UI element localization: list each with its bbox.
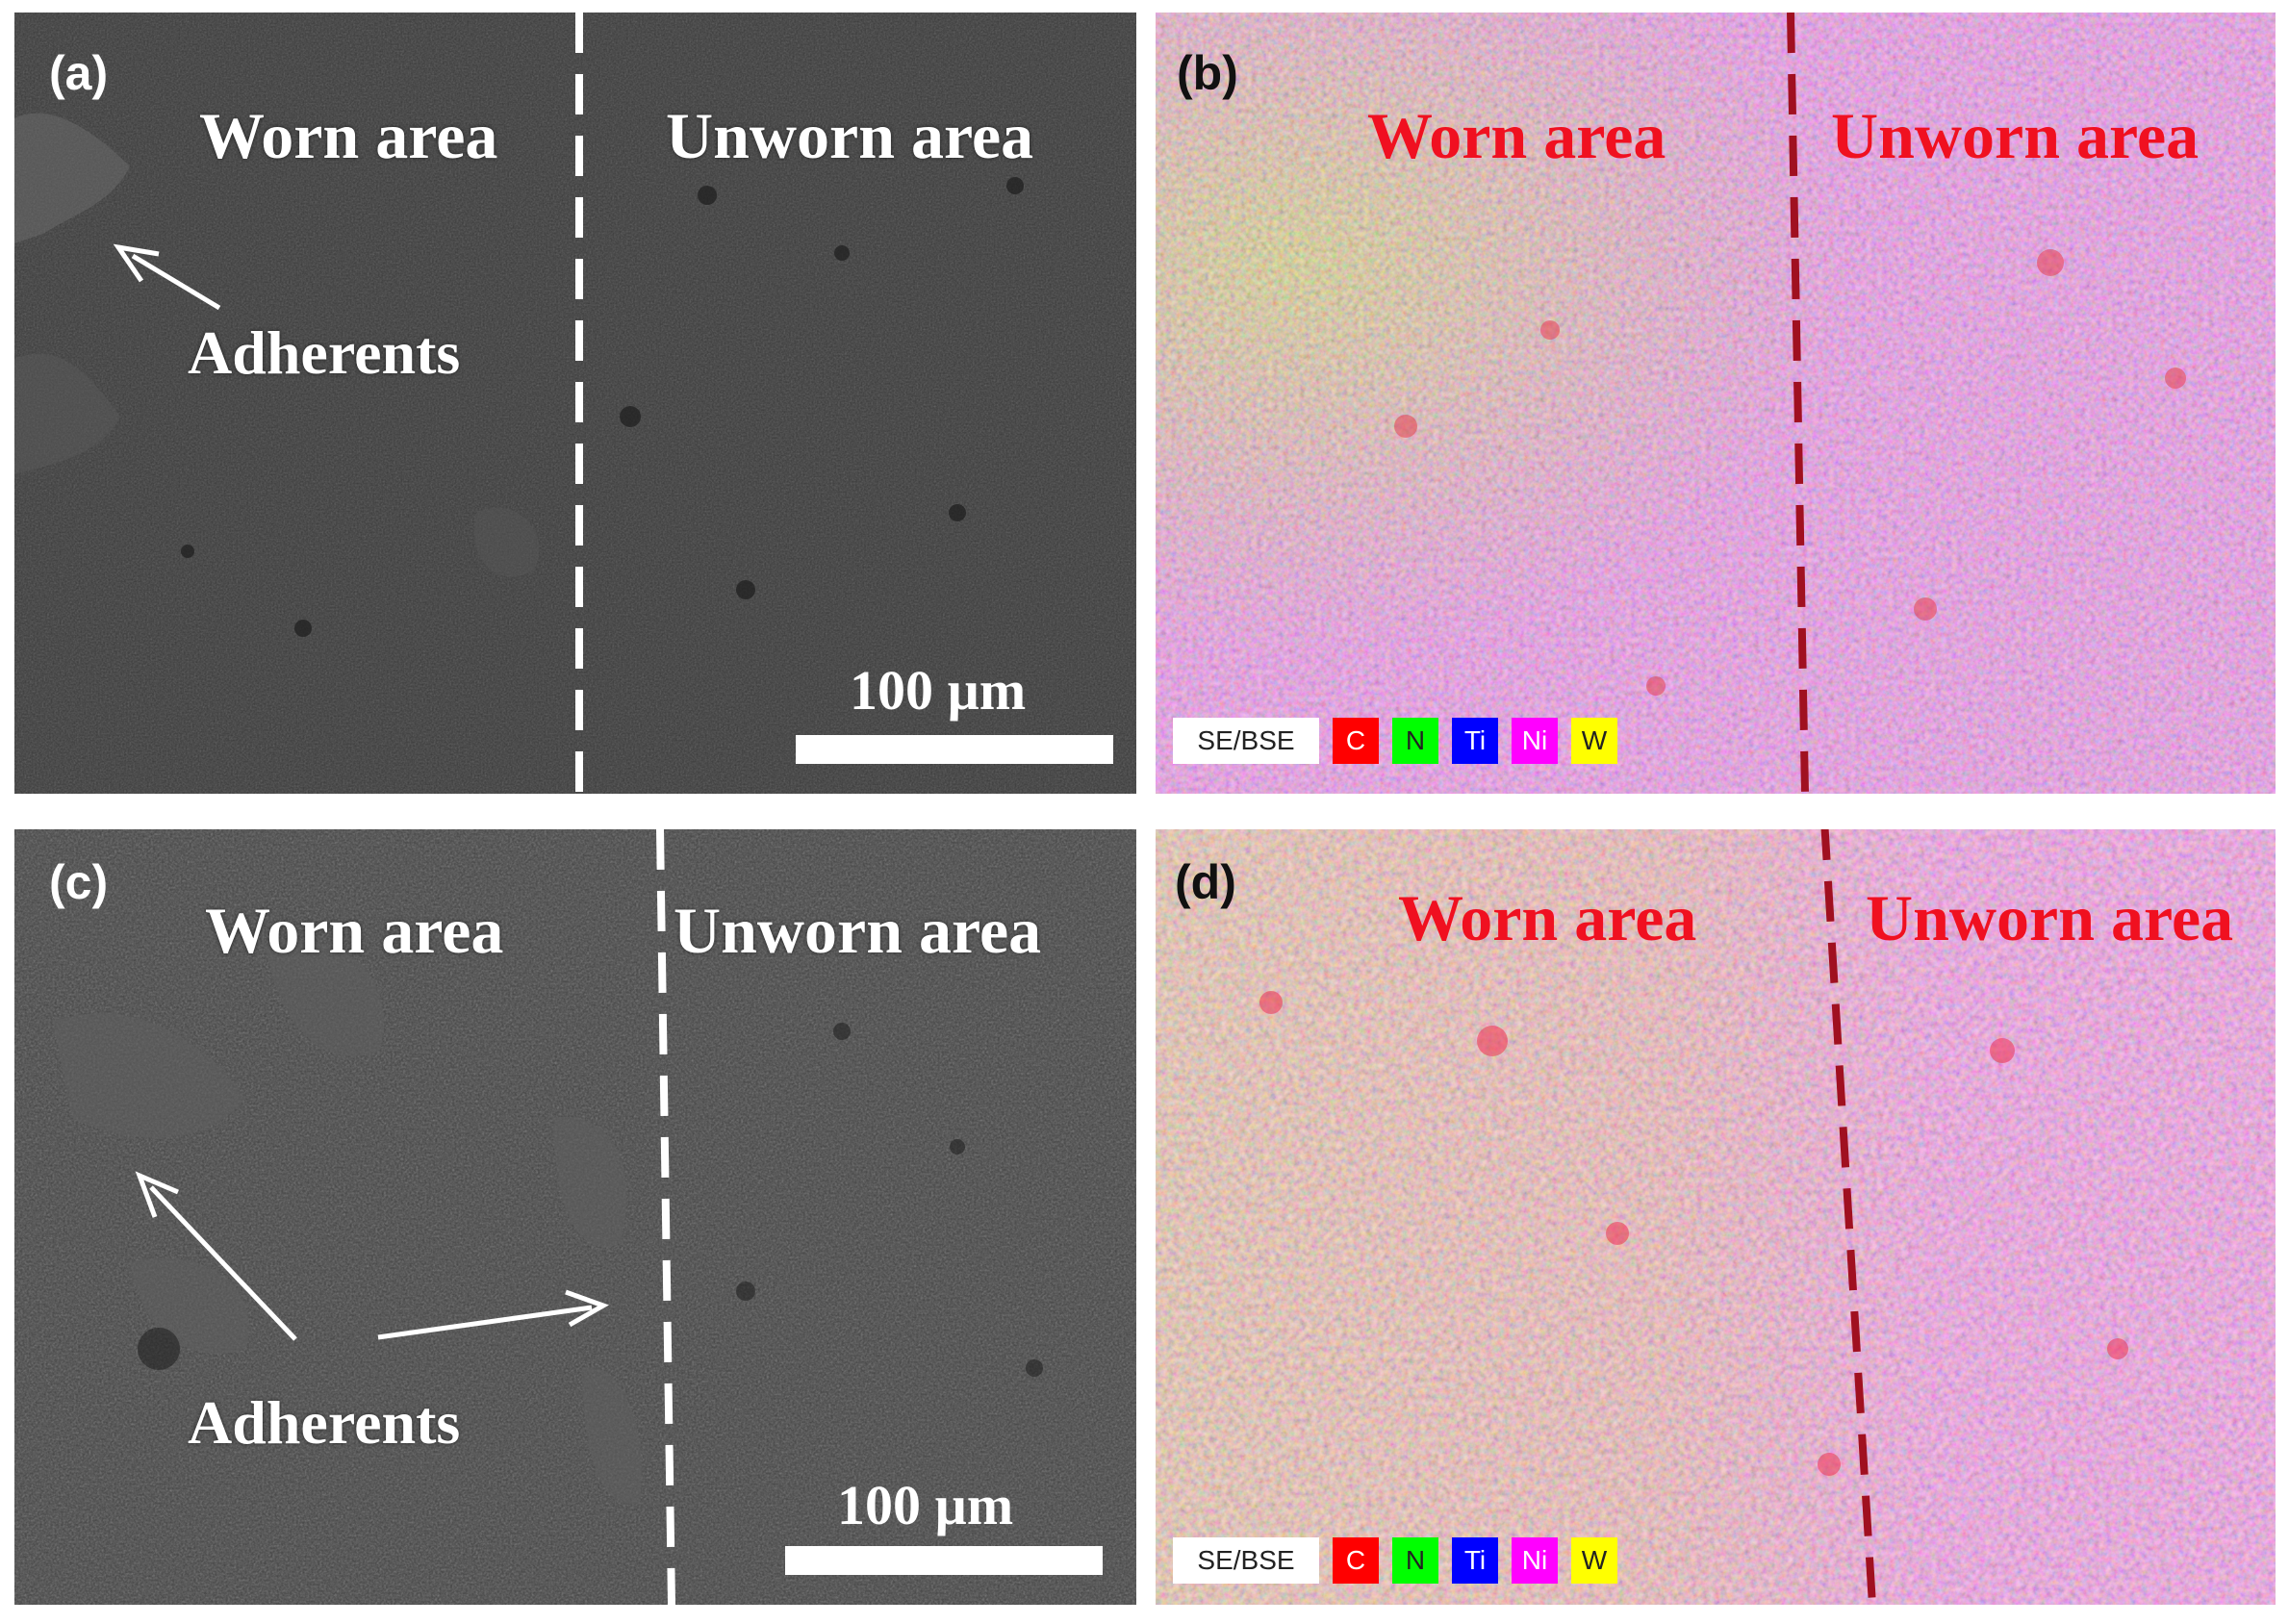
scale-bar-a: [796, 735, 1113, 764]
eds-texture-d: [1156, 829, 2276, 1605]
eds-texture-b: [1156, 13, 2276, 794]
panel-label-b: (b): [1177, 46, 1238, 100]
panel-label-a: (a): [49, 46, 109, 100]
legend-n-b: N: [1392, 718, 1438, 764]
legend-sebse-d: SE/BSE: [1173, 1537, 1319, 1584]
legend-c-d: C: [1333, 1537, 1379, 1584]
legend-ti-b: Ti: [1452, 718, 1498, 764]
adherents-label-a: Adherents: [188, 318, 461, 387]
legend-c-b: C: [1333, 718, 1379, 764]
unworn-area-label-b: Unworn area: [1831, 99, 2200, 172]
unworn-area-label-a: Unworn area: [666, 99, 1034, 172]
eds-map-panel-b: (b) Worn area Unworn area SE/BSE C N Ti …: [1156, 13, 2276, 794]
worn-area-label-a: Worn area: [199, 99, 498, 172]
legend-ti-d: Ti: [1452, 1537, 1498, 1584]
legend-n-d: N: [1392, 1537, 1438, 1584]
sem-image-panel-c: (c) Worn area Unworn area Adherents 100 …: [14, 829, 1136, 1605]
scale-bar-c: [785, 1546, 1103, 1575]
unworn-area-label-c: Unworn area: [674, 894, 1042, 967]
legend-ni-b: Ni: [1512, 718, 1558, 764]
scale-bar-label-a: 100 µm: [850, 659, 1027, 722]
eds-map-panel-d: (d) Worn area Unworn area SE/BSE C N Ti …: [1156, 829, 2276, 1605]
element-legend-b: SE/BSE C N Ti Ni W: [1173, 718, 1617, 764]
worn-area-label-c: Worn area: [205, 894, 504, 967]
legend-w-d: W: [1571, 1537, 1617, 1584]
legend-ni-d: Ni: [1512, 1537, 1558, 1584]
legend-w-b: W: [1571, 718, 1617, 764]
legend-sebse-b: SE/BSE: [1173, 718, 1319, 764]
scale-bar-label-c: 100 µm: [837, 1474, 1014, 1536]
panel-label-d: (d): [1175, 855, 1236, 909]
sem-image-panel-a: (a) Worn area Unworn area Adherents 100 …: [14, 13, 1136, 794]
panel-label-c: (c): [49, 855, 109, 909]
worn-area-label-d: Worn area: [1398, 881, 1697, 954]
element-legend-d: SE/BSE C N Ti Ni W: [1173, 1537, 1617, 1584]
unworn-area-label-d: Unworn area: [1866, 881, 2234, 954]
adherents-label-c: Adherents: [188, 1388, 461, 1457]
worn-area-label-b: Worn area: [1367, 99, 1666, 172]
